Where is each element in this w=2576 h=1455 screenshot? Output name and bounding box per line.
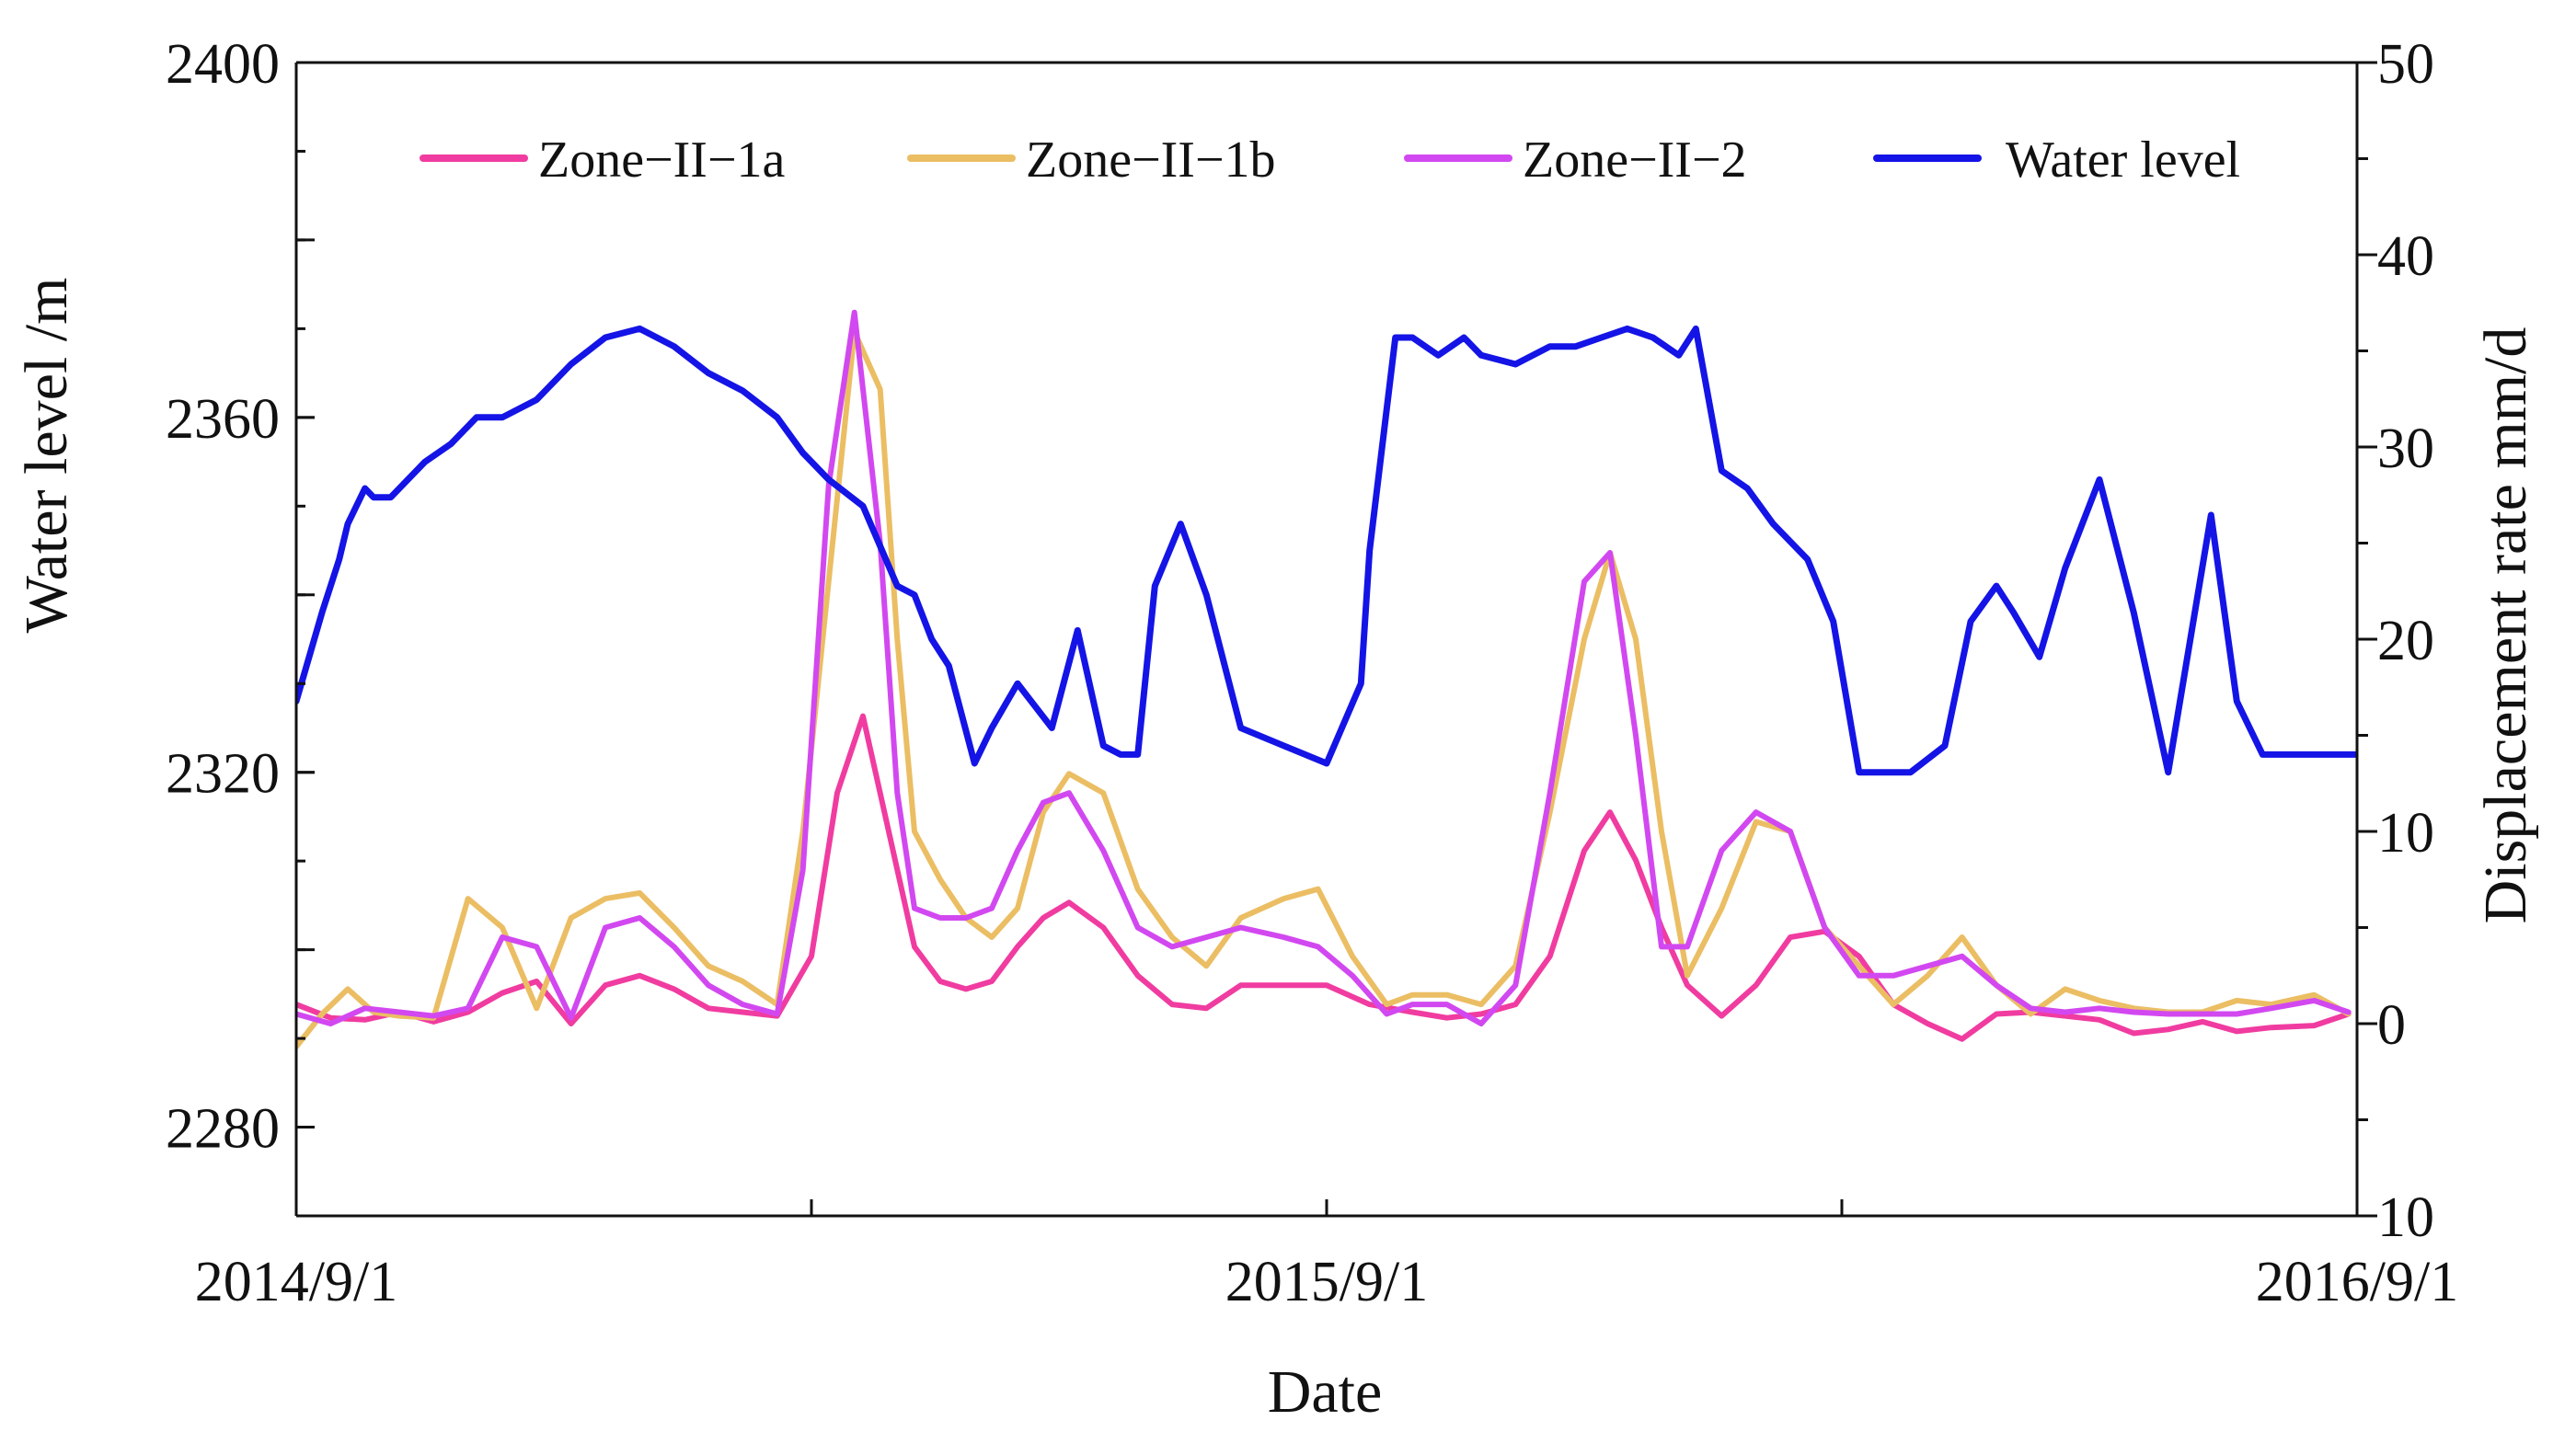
x-tick-label: 2014/9/1 xyxy=(195,1251,397,1313)
series-line-zone-ii-2 xyxy=(296,309,2352,1026)
left-y-axis-label: Water level /m xyxy=(13,278,80,634)
right-tick-label: 20 xyxy=(2377,610,2434,672)
left-tick-label: 2400 xyxy=(166,33,280,96)
legend-label-zone-ii-2: Zone−II−2 xyxy=(1523,132,1747,189)
right-tick-label: 10 xyxy=(2377,802,2434,865)
legend: Zone−II−1a Zone−II−1b Zone−II−2 Water level xyxy=(420,132,2240,189)
series-line-zone-ii-1a xyxy=(296,713,2352,1042)
legend-label-zone-ii-1a: Zone−II−1a xyxy=(538,132,786,189)
x-axis-label: Date xyxy=(1268,1358,1383,1426)
right-tick-label: 50 xyxy=(2377,33,2434,96)
series-line-zone-ii-1b xyxy=(296,328,2352,1050)
left-tick-label: 2320 xyxy=(166,743,280,806)
right-tick-label: 10 xyxy=(2377,1186,2434,1249)
right-y-axis-label: Displacement rate mm/d xyxy=(2472,327,2539,924)
left-tick-label: 2360 xyxy=(166,388,280,451)
left-tick-label: 2280 xyxy=(166,1098,280,1161)
right-tick-label: 30 xyxy=(2377,418,2434,480)
axis-layer: 2280 2320 2360 2400 10 0 10 20 30 40 50 2014/9/1 201… xyxy=(166,33,2458,1313)
series-layer xyxy=(296,309,2357,1050)
x-tick-label: 2016/9/1 xyxy=(2256,1251,2458,1313)
legend-label-water-level: Water level xyxy=(2006,132,2240,189)
series-line-water-level xyxy=(296,325,2357,776)
legend-label-zone-ii-1b: Zone−II−1b xyxy=(1026,132,1276,189)
right-tick-label: 0 xyxy=(2377,994,2406,1057)
right-tick-label: 40 xyxy=(2377,225,2434,288)
x-tick-label: 2015/9/1 xyxy=(1225,1251,1428,1313)
